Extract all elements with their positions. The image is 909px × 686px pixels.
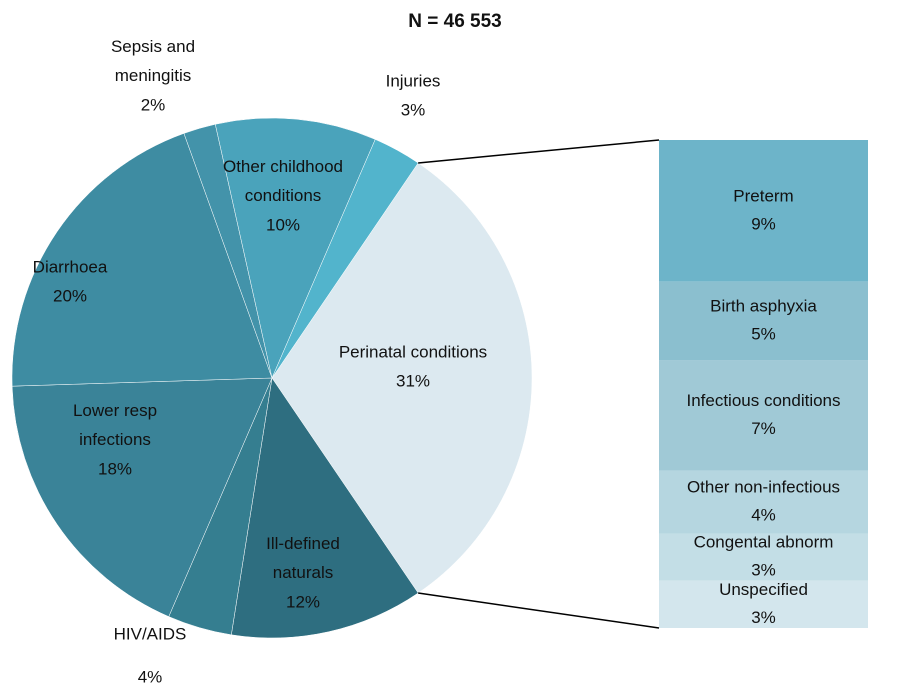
slice-label: HIV/AIDS — [114, 624, 187, 643]
slice-label: Injuries — [386, 71, 441, 90]
slice-value-label: 4% — [138, 667, 163, 686]
slice-label-line: Ill-defined — [266, 534, 340, 553]
bar-segment — [659, 281, 868, 361]
slice-label: Other childhood conditions — [223, 157, 343, 205]
slice-label-line: Other childhood — [223, 157, 343, 176]
slice-value-label: 2% — [141, 95, 166, 114]
connector-line — [418, 592, 660, 629]
pie-slice — [11, 377, 273, 617]
slice-value-label: 10% — [266, 215, 300, 234]
slice-label: Sepsis and meningitis — [111, 37, 195, 85]
bar-segment — [659, 580, 868, 628]
slice-label: Ill-defined naturals — [266, 534, 340, 582]
slice-value-label: 18% — [98, 459, 132, 478]
slice-label: Lower resp infections — [73, 401, 157, 449]
bar-value-label: 5% — [751, 325, 776, 344]
bar-label: Birth asphyxia — [710, 297, 817, 316]
pie-slice — [11, 133, 273, 387]
bar-label: Preterm — [733, 186, 793, 205]
bar-value-label: 7% — [751, 419, 776, 438]
bar-segment — [659, 140, 868, 282]
bar-segment — [659, 470, 868, 534]
slice-value-label: 12% — [286, 592, 320, 611]
bar-label: Other non-infectious — [687, 478, 840, 497]
slice-value-label: 20% — [53, 286, 87, 305]
slice-label-line: infections — [79, 430, 151, 449]
slice-value-label: 31% — [396, 371, 430, 390]
bar-label: Infectious conditions — [686, 391, 840, 410]
pie-slice — [214, 117, 376, 379]
connector-line — [418, 139, 660, 164]
bar-label: Congental abnorm — [694, 533, 834, 552]
pie-slice — [231, 377, 419, 639]
slice-label-line: naturals — [273, 563, 333, 582]
slice-label-line: conditions — [245, 186, 322, 205]
bar-segment — [659, 533, 868, 581]
bar-value-label: 3% — [751, 608, 776, 627]
slice-label: Diarrhoea — [33, 257, 108, 276]
slice-label-line: Sepsis and — [111, 37, 195, 56]
slice-value-label: 3% — [401, 100, 426, 119]
bar-value-label: 9% — [751, 214, 776, 233]
slice-label: Perinatal conditions — [339, 342, 487, 361]
bar-label: Unspecified — [719, 580, 808, 599]
slice-label-line: meningitis — [115, 66, 192, 85]
pie-slice — [271, 139, 419, 379]
bar-segment — [659, 360, 868, 471]
bar-value-label: 3% — [751, 561, 776, 580]
slice-label-line: Lower resp — [73, 401, 157, 420]
pie-slice — [271, 162, 533, 594]
chart-title: N = 46 553 — [408, 11, 502, 32]
bar-value-label: 4% — [751, 506, 776, 525]
